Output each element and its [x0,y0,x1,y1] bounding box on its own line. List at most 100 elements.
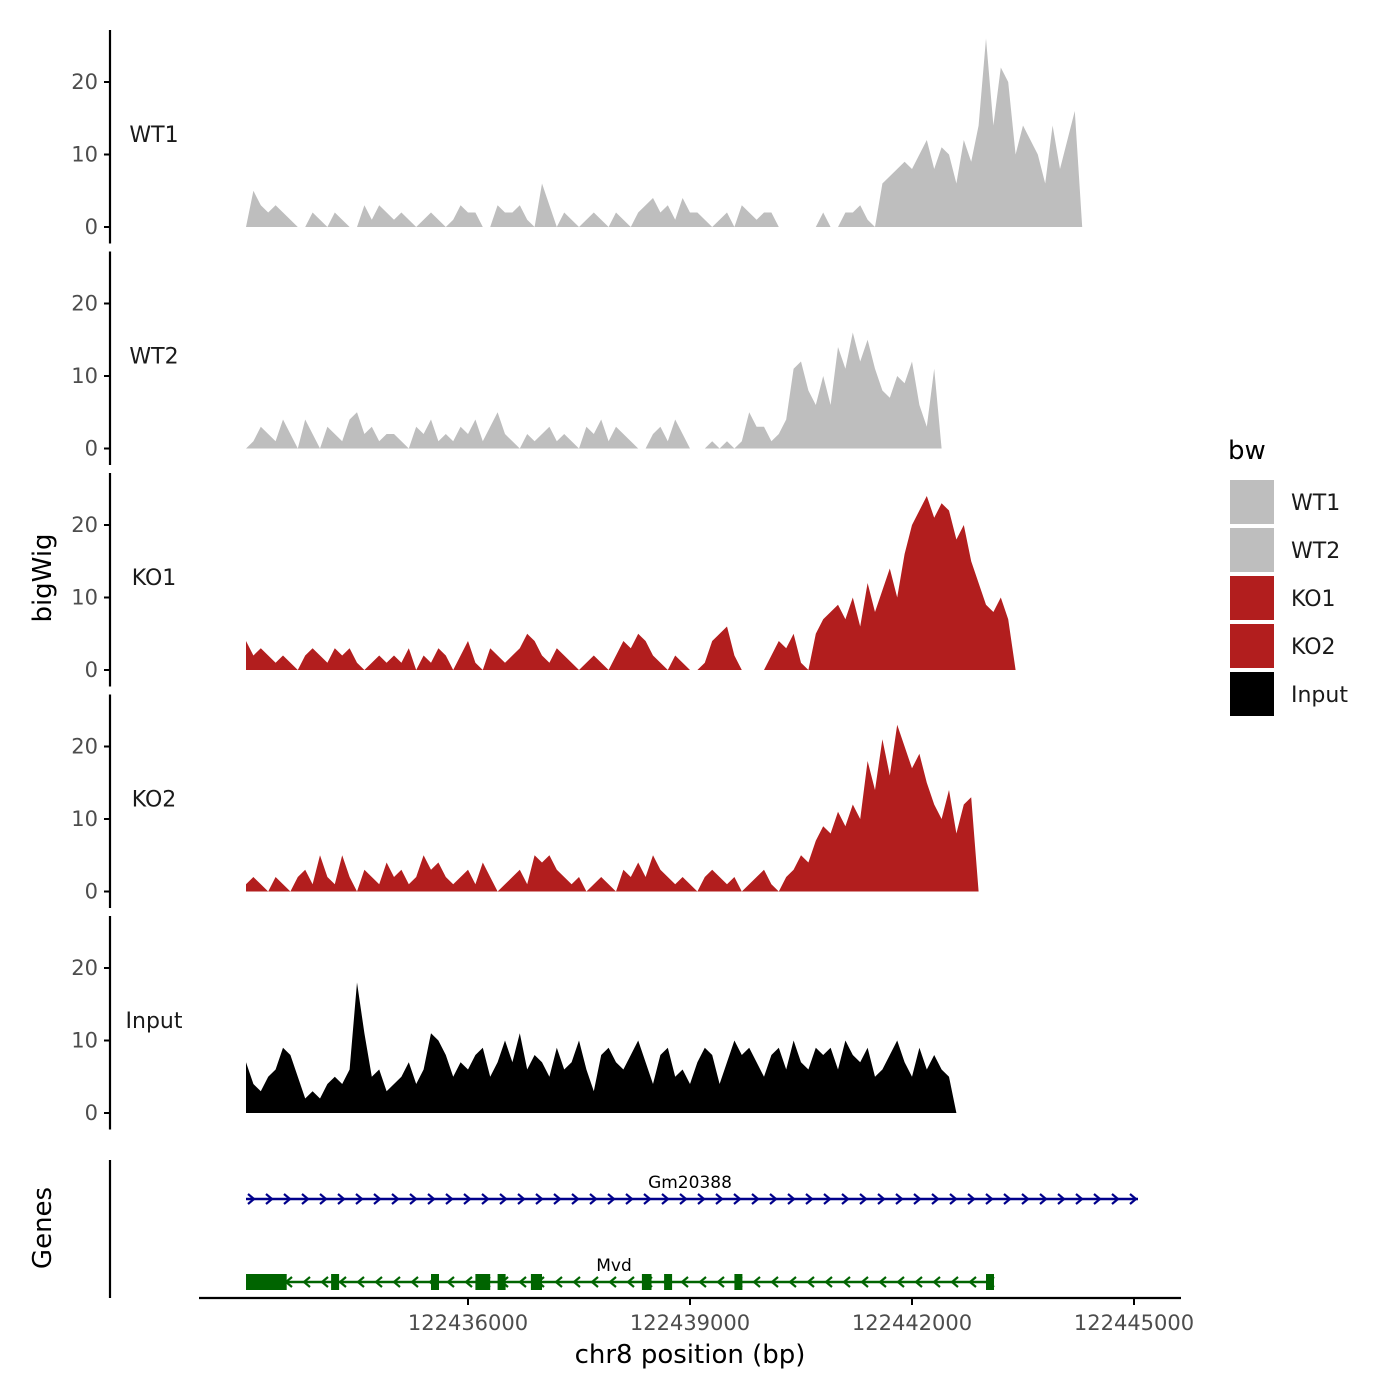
track-label: KO2 [132,788,177,813]
exon [734,1274,743,1290]
x-tick-label: 122445000 [1074,1311,1194,1335]
area-wt1 [246,38,1164,227]
strand-arrow [716,1276,725,1288]
track-ko2: 0 10 20 KO2 [71,694,1164,908]
track-label: Input [126,1009,183,1034]
strand-arrow [302,1276,311,1288]
strand-arrow [787,1193,796,1205]
strand-arrow [391,1193,400,1205]
strand-arrow [1129,1193,1138,1205]
y-tick-label: 10 [71,586,98,610]
strand-arrow [950,1276,959,1288]
track-wt1: 0 10 20 WT1 [71,30,1164,244]
strand-arrow [374,1276,383,1288]
strand-arrow [265,1193,274,1205]
strand-arrow [464,1276,473,1288]
legend-title: bw [1228,436,1266,466]
strand-arrow [769,1193,778,1205]
exon [664,1274,673,1290]
strand-arrow [968,1276,977,1288]
area-ko1 [246,496,1164,670]
gene-mvd: Mvd [246,1256,995,1290]
strand-arrow [337,1193,346,1205]
strand-arrow [878,1276,887,1288]
legend-swatch-ko1 [1230,576,1274,620]
strand-arrow [985,1193,994,1205]
strand-arrow [680,1276,689,1288]
signal-tracks: 0 10 20 WT1 0 10 20 WT2 0 10 20 KO1 0 10 20 KO2 0 10 20 Inp… [71,30,1164,1130]
area-wt2 [246,332,1157,449]
gene-name: Gm20388 [648,1173,732,1193]
y-tick-label: 0 [85,1101,98,1125]
x-tick-label: 122442000 [852,1311,972,1335]
y-tick-label: 20 [71,956,98,980]
strand-arrow [877,1193,886,1205]
strand-arrow [356,1276,365,1288]
strand-arrow [661,1193,670,1205]
y-tick-label: 10 [71,364,98,388]
legend-swatch-input [1230,672,1274,716]
strand-arrow [949,1193,958,1205]
strand-arrow [896,1276,905,1288]
legend-label-wt2: WT2 [1291,539,1340,564]
exon [431,1274,439,1290]
strand-arrow [1057,1193,1066,1205]
strand-arrow [1003,1193,1012,1205]
legend: bw WT1 WT2 KO1 KO2 Input [1228,436,1348,716]
gene-name: Mvd [596,1256,632,1276]
strand-arrow [1093,1193,1102,1205]
track-label: WT1 [129,123,178,148]
y-tick-label: 10 [71,1029,98,1053]
y-axis-title: bigWig [28,533,58,622]
strand-arrow [932,1276,941,1288]
strand-arrow [320,1276,329,1288]
strand-arrow [751,1193,760,1205]
strand-arrow [247,1193,256,1205]
strand-arrow [1075,1193,1084,1205]
strand-arrow [589,1193,598,1205]
strand-arrow [625,1193,634,1205]
strand-arrow [608,1276,617,1288]
legend-swatch-wt2 [1230,528,1274,572]
x-axis: chr8 position (bp) 122436000 122439000 122… [199,1296,1194,1370]
strand-arrow [733,1193,742,1205]
y-tick-label: 10 [71,807,98,831]
strand-arrow [1039,1193,1048,1205]
area-input [246,982,1134,1113]
strand-arrow [445,1193,454,1205]
x-axis-title: chr8 position (bp) [575,1340,806,1370]
exon [246,1274,287,1290]
strand-arrow [643,1193,652,1205]
strand-arrow [841,1193,850,1205]
strand-arrow [572,1276,581,1288]
y-tick-label: 20 [71,70,98,94]
strand-arrow [626,1276,635,1288]
strand-arrow [1111,1193,1120,1205]
strand-arrow [913,1193,922,1205]
strand-arrow [499,1193,508,1205]
exon [530,1274,542,1290]
strand-arrow [679,1193,688,1205]
strand-arrow [518,1276,527,1288]
legend-label-input: Input [1291,683,1348,708]
strand-arrow [283,1193,292,1205]
strand-arrow [805,1193,814,1205]
strand-arrow [446,1276,455,1288]
legend-label-ko1: KO1 [1291,587,1336,612]
strand-arrow [752,1276,761,1288]
strand-arrow [770,1276,779,1288]
strand-arrow [355,1193,364,1205]
y-tick-label: 10 [71,143,98,167]
strand-arrow [463,1193,472,1205]
y-tick-label: 0 [85,215,98,239]
track-input: 0 10 20 Input [71,916,1134,1130]
strand-arrow [806,1276,815,1288]
strand-arrow [823,1193,832,1205]
track-wt2: 0 10 20 WT2 [71,251,1157,465]
strand-arrow [427,1193,436,1205]
strand-arrow [481,1193,490,1205]
strand-arrow [319,1193,328,1205]
gene-gm20388: Gm20388 [246,1173,1138,1205]
track-ko1: 0 10 20 KO1 [71,473,1164,687]
